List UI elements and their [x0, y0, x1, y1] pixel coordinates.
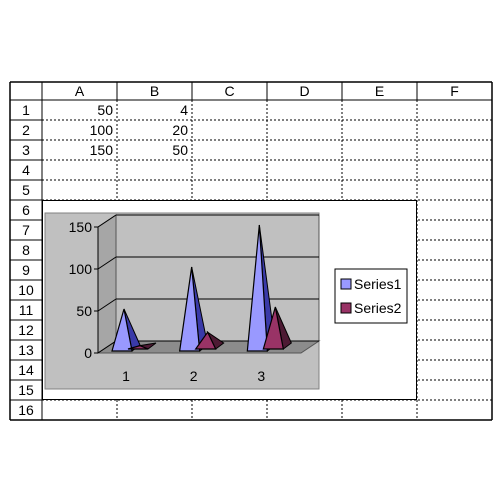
legend-label-series1: Series1	[354, 276, 402, 292]
legend-label-series2: Series2	[354, 300, 402, 316]
back-wall	[115, 214, 320, 342]
legend-box	[334, 268, 408, 324]
y-tick-label: 100	[69, 261, 93, 277]
select-all-corner[interactable]	[10, 82, 42, 100]
row-header-5[interactable]: 5	[22, 182, 30, 198]
cell-b3[interactable]: 50	[172, 142, 188, 158]
pyramid-series1-3	[246, 224, 268, 352]
pyramid-chart: 0 50 100 150 1 2 3 Series1 Series2	[44, 212, 408, 390]
legend-swatch-series1	[340, 278, 352, 290]
column-header-e[interactable]: E	[374, 83, 385, 99]
y-tick-label: 50	[76, 303, 92, 319]
row-header-15[interactable]: 15	[18, 382, 34, 398]
row-header-8[interactable]: 8	[22, 242, 30, 258]
gridline-side	[97, 298, 117, 312]
cell-a2[interactable]: 100	[89, 122, 113, 138]
cell-b1[interactable]: 4	[180, 102, 188, 118]
column-header-b[interactable]: B	[149, 83, 160, 99]
y-tick-label: 0	[84, 345, 92, 361]
row-header-3[interactable]: 3	[22, 142, 30, 158]
pyramid-series2-3	[262, 306, 285, 350]
pyramid-series2-2	[194, 331, 217, 350]
embedded-chart[interactable]: 0 50 100 150 1 2 3 Series1 Series2	[42, 200, 417, 400]
row-header-7[interactable]: 7	[22, 222, 30, 238]
row-header-2[interactable]: 2	[22, 122, 30, 138]
cell-a1[interactable]: 50	[97, 102, 113, 118]
column-header-c[interactable]: C	[224, 83, 235, 99]
row-header-9[interactable]: 9	[22, 262, 30, 278]
pyramid-series1-1	[111, 308, 133, 352]
column-header-f[interactable]: F	[450, 83, 459, 99]
row-header-13[interactable]: 13	[18, 342, 34, 358]
row-header-16[interactable]: 16	[18, 402, 34, 418]
cell-b2[interactable]: 20	[172, 122, 188, 138]
gridline-side	[97, 256, 117, 270]
x-tick-label: 3	[257, 368, 265, 384]
gridline-side	[97, 340, 117, 354]
row-header-10[interactable]: 10	[18, 282, 34, 298]
cell-a3[interactable]: 150	[89, 142, 113, 158]
y-tick-label: 150	[69, 219, 93, 235]
column-header-d[interactable]: D	[299, 83, 310, 99]
side-wall	[97, 214, 117, 354]
row-header-4[interactable]: 4	[22, 162, 30, 178]
gridline-side	[97, 214, 117, 228]
row-header-14[interactable]: 14	[18, 362, 34, 378]
row-header-11[interactable]: 11	[18, 302, 34, 318]
x-tick-label: 2	[190, 368, 198, 384]
row-header-12[interactable]: 12	[18, 322, 34, 338]
chart-legend: Series1 Series2	[334, 268, 408, 324]
legend-swatch-series2	[340, 302, 352, 314]
row-header-1[interactable]: 1	[22, 102, 30, 118]
column-header-a[interactable]: A	[74, 83, 85, 99]
pyramid-series2-1	[127, 345, 149, 350]
row-header-6[interactable]: 6	[22, 202, 30, 218]
pyramid-series1-2	[178, 266, 201, 352]
x-tick-label: 1	[122, 368, 130, 384]
